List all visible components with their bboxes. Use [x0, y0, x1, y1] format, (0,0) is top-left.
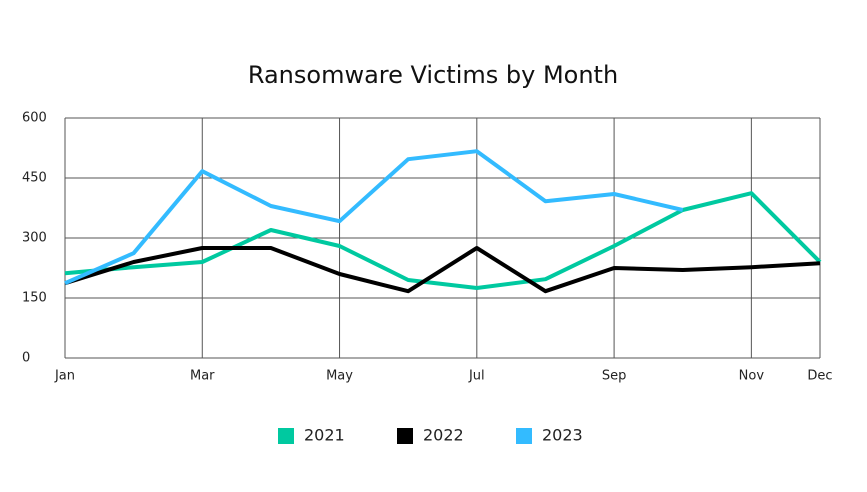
x-tick-label: Dec: [807, 369, 832, 384]
legend-swatch: [278, 428, 294, 444]
y-tick-label: 0: [22, 351, 30, 366]
x-tick-label: May: [326, 369, 353, 384]
y-tick-label: 450: [22, 171, 47, 186]
y-tick-label: 300: [22, 231, 47, 246]
line-series: [64, 191, 822, 290]
legend-text: 2022: [423, 426, 464, 445]
x-tick-label: Mar: [190, 369, 215, 384]
legend-swatch: [397, 428, 413, 444]
line-series: [64, 149, 684, 286]
x-tick-label: Sep: [602, 369, 627, 384]
line-series: [64, 246, 821, 294]
legend-text: 2021: [304, 426, 345, 445]
x-tick-label: Jan: [54, 369, 75, 384]
y-tick-label: 150: [22, 291, 47, 306]
legend-text: 2023: [542, 426, 583, 445]
y-tick-label: 600: [22, 111, 47, 126]
legend-swatch: [516, 428, 532, 444]
x-tick-label: Nov: [739, 369, 765, 384]
chart-title: Ransomware Victims by Month: [248, 61, 618, 89]
x-tick-label: Jul: [468, 369, 485, 384]
